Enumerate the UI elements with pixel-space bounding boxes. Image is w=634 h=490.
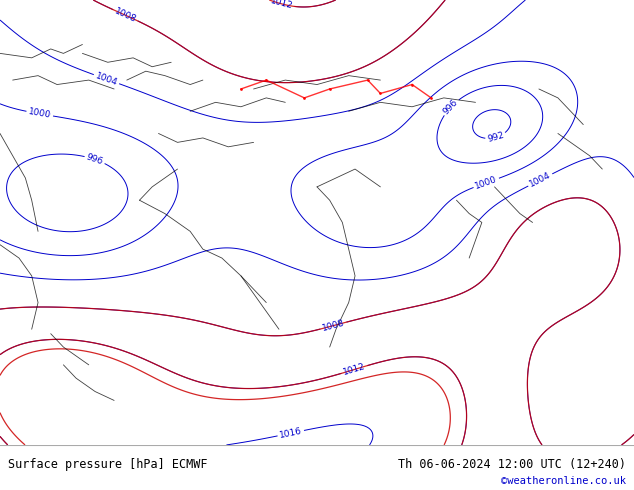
Text: Surface pressure [hPa] ECMWF: Surface pressure [hPa] ECMWF bbox=[8, 458, 207, 470]
Text: 992: 992 bbox=[486, 131, 505, 144]
Text: 1004: 1004 bbox=[94, 71, 119, 87]
Text: 1012: 1012 bbox=[342, 362, 366, 377]
Text: 1000: 1000 bbox=[474, 174, 498, 191]
Text: 1008: 1008 bbox=[113, 6, 138, 24]
Text: 1016: 1016 bbox=[278, 426, 303, 440]
Text: 1000: 1000 bbox=[28, 107, 52, 120]
Text: 996: 996 bbox=[85, 152, 105, 167]
Text: 1004: 1004 bbox=[528, 171, 552, 189]
Text: Th 06-06-2024 12:00 UTC (12+240): Th 06-06-2024 12:00 UTC (12+240) bbox=[398, 458, 626, 470]
Text: 996: 996 bbox=[442, 98, 460, 117]
Text: ©weatheronline.co.uk: ©weatheronline.co.uk bbox=[501, 476, 626, 487]
Text: 1012: 1012 bbox=[269, 0, 294, 11]
Text: 1008: 1008 bbox=[321, 318, 346, 333]
